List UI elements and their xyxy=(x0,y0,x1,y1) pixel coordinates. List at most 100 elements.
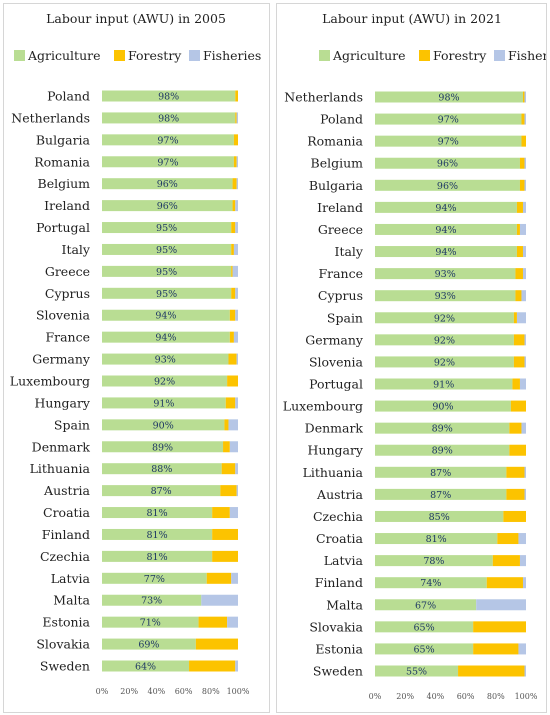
chart-1-data-label-lithuania: 87% xyxy=(430,468,451,479)
chart-0-category-label-spain: Spain xyxy=(54,417,90,432)
chart-1-category-label-croatia: Croatia xyxy=(316,531,364,546)
chart-0-bar-agriculture-slovenia xyxy=(102,309,230,321)
chart-0-bar-fisheries-belgium xyxy=(236,178,238,190)
chart-0-bar-fisheries-germany xyxy=(236,353,238,365)
chart-1-bar-forestry-bulgaria xyxy=(519,179,525,191)
chart-1-category-label-ireland: Ireland xyxy=(317,200,363,215)
chart-1-legend-swatch-fisheries xyxy=(494,50,505,61)
chart-0-category-label-denmark: Denmark xyxy=(32,439,91,454)
chart-0-data-label-luxembourg: 92% xyxy=(154,377,175,388)
chart-0-bar-fisheries-netherlands xyxy=(236,112,238,124)
chart-1-bar-fisheries-italy xyxy=(522,246,526,258)
chart-0-bar-forestry-sweden xyxy=(189,660,236,672)
chart-1-data-label-cyprus: 93% xyxy=(435,291,456,302)
chart-0-bar-fisheries-lithuania xyxy=(235,463,238,475)
chart-1-bar-forestry-germany xyxy=(513,334,525,346)
chart-1-legend-label-fisheries: Fisheries xyxy=(508,48,546,63)
chart-1-bar-agriculture-belgium xyxy=(375,157,520,169)
chart-0-bar-fisheries-latvia xyxy=(231,572,238,584)
chart-1-bar-forestry-slovenia xyxy=(513,356,525,368)
chart-1-category-label-denmark: Denmark xyxy=(305,421,364,436)
chart-0-bar-fisheries-romania xyxy=(236,156,238,168)
chart-1-bar-agriculture-ireland xyxy=(375,201,517,213)
chart-1-bar-fisheries-poland xyxy=(524,113,526,125)
chart-0-x-tick-5: 100% xyxy=(227,687,250,696)
chart-1-bar-fisheries-croatia xyxy=(518,533,526,545)
chart-1-legend-swatch-agriculture xyxy=(319,50,330,61)
chart-0-category-label-luxembourg: Luxembourg xyxy=(10,374,90,389)
chart-1-bar-fisheries-malta xyxy=(476,599,526,611)
chart-1-bar-fisheries-greece xyxy=(519,223,526,235)
chart-0-bar-forestry-czechia xyxy=(212,550,238,562)
chart-2005: Labour input (AWU) in 2005 Agriculture For… xyxy=(10,11,262,696)
chart-1-bar-agriculture-romania xyxy=(375,135,522,147)
chart-0-bar-agriculture-finland xyxy=(102,528,213,540)
chart-1-bar-forestry-slovakia xyxy=(473,621,526,633)
chart-1-bar-fisheries-slovenia xyxy=(524,356,526,368)
chart-0-bar-fisheries-denmark xyxy=(229,441,238,453)
chart-1-bar-agriculture-poland xyxy=(375,113,522,125)
chart-1-data-label-malta: 67% xyxy=(415,600,436,611)
chart-0-legend-swatch-agriculture xyxy=(14,50,25,61)
chart-1-bar-agriculture-austria xyxy=(375,488,507,500)
chart-0-category-label-latvia: Latvia xyxy=(51,571,91,586)
chart-1-bar-forestry-romania xyxy=(521,135,526,147)
chart-0-category-label-france: France xyxy=(45,330,90,345)
chart-0-bar-agriculture-italy xyxy=(102,243,232,255)
chart-0-bar-agriculture-spain xyxy=(102,419,225,431)
chart-0-bar-forestry-finland xyxy=(212,528,238,540)
chart-1-category-label-malta: Malta xyxy=(326,597,363,612)
chart-0-category-label-malta: Malta xyxy=(53,593,90,608)
chart-0-bar-agriculture-luxembourg xyxy=(102,375,228,387)
chart-1-bar-agriculture-croatia xyxy=(375,533,498,545)
chart-0-category-label-lithuania: Lithuania xyxy=(30,461,91,476)
chart-1-bar-fisheries-sweden xyxy=(524,665,526,677)
chart-0-data-label-romania: 97% xyxy=(157,157,178,168)
chart-0-bar-fisheries-italy xyxy=(233,243,238,255)
chart-1-bar-agriculture-germany xyxy=(375,334,514,346)
chart-0-bar-forestry-spain xyxy=(224,419,229,431)
chart-1-bar-agriculture-italy xyxy=(375,246,517,258)
chart-1-legend-label-forestry: Forestry xyxy=(433,48,487,63)
chart-1-bar-forestry-finland xyxy=(486,577,523,589)
chart-0-bar-agriculture-czechia xyxy=(102,550,213,562)
chart-1-data-label-latvia: 78% xyxy=(423,556,444,567)
chart-1-data-label-finland: 74% xyxy=(420,578,441,589)
chart-1-bar-forestry-latvia xyxy=(492,555,520,567)
chart-0-data-label-france: 94% xyxy=(155,333,176,344)
chart-0-bar-fisheries-cyprus xyxy=(235,287,238,299)
chart-0-category-label-croatia: Croatia xyxy=(43,505,91,520)
chart-0-bar-forestry-germany xyxy=(228,353,237,365)
chart-0-category-label-ireland: Ireland xyxy=(44,198,90,213)
chart-1-data-label-estonia: 65% xyxy=(414,644,435,655)
chart-1-bar-fisheries-france xyxy=(522,268,526,280)
chart-0-bar-forestry-austria xyxy=(220,485,237,497)
chart-0-legend-label-forestry: Forestry xyxy=(128,48,182,63)
chart-1-data-label-luxembourg: 90% xyxy=(432,402,453,413)
chart-1-data-label-italy: 94% xyxy=(435,247,456,258)
chart-1-bar-forestry-lithuania xyxy=(506,466,525,478)
chart-0-title: Labour input (AWU) in 2005 xyxy=(46,11,226,26)
chart-0-bar-forestry-italy xyxy=(231,243,234,255)
chart-0-x-tick-2: 40% xyxy=(148,687,166,696)
chart-1-bar-agriculture-netherlands xyxy=(375,91,523,103)
chart-1-bar-forestry-italy xyxy=(516,246,523,258)
chart-0-bar-fisheries-slovenia xyxy=(235,309,238,321)
chart-0-bar-forestry-netherlands xyxy=(235,112,237,124)
chart-0-bar-agriculture-latvia xyxy=(102,572,207,584)
chart-0-bar-agriculture-france xyxy=(102,331,230,343)
chart-1-bar-forestry-luxembourg xyxy=(510,400,526,412)
chart-0-legend-label-agriculture: Agriculture xyxy=(27,48,101,63)
chart-1-bar-agriculture-malta xyxy=(375,599,477,611)
chart-0-data-label-croatia: 81% xyxy=(147,508,168,519)
chart-1-category-label-greece: Greece xyxy=(318,222,363,237)
chart-1-category-label-slovenia: Slovenia xyxy=(309,354,364,369)
chart-1-bar-agriculture-portugal xyxy=(375,378,513,390)
chart-0-data-label-bulgaria: 97% xyxy=(157,135,178,146)
chart-1-bar-forestry-croatia xyxy=(497,533,519,545)
chart-1-bar-agriculture-france xyxy=(375,268,516,280)
chart-1-bar-forestry-cyprus xyxy=(515,290,522,302)
chart-0-data-label-greece: 95% xyxy=(156,267,177,278)
chart-0-bar-forestry-slovenia xyxy=(229,309,236,321)
chart-0-bar-agriculture-netherlands xyxy=(102,112,236,124)
